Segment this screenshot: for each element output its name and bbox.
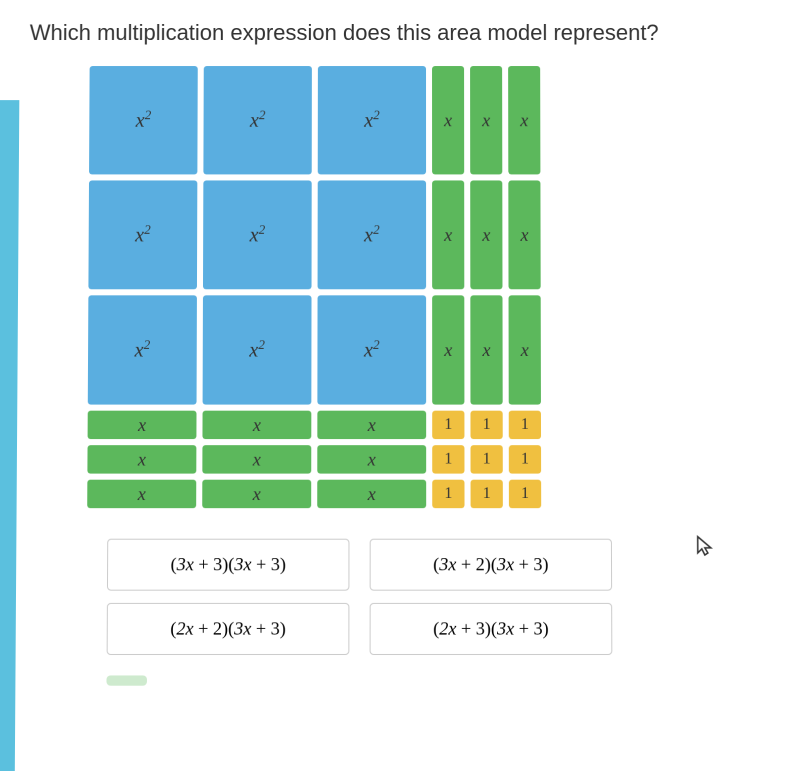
tile-x-vert: x (432, 180, 464, 289)
tile-x-horiz: x (317, 445, 426, 473)
answer-option-2[interactable]: (3x + 2)(3x + 3) (370, 539, 612, 591)
tile-one: 1 (509, 480, 541, 508)
tile-one: 1 (471, 480, 503, 508)
tile-x-vert: x (470, 66, 502, 174)
model-row: x x x 1 1 1 (88, 411, 784, 439)
model-row: x x x 1 1 1 (87, 445, 784, 473)
tile-x-horiz: x (202, 480, 311, 508)
question-text: Which multiplication expression does thi… (30, 20, 782, 46)
answer-option-3[interactable]: (2x + 2)(3x + 3) (107, 603, 350, 655)
tile-x-vert: x (470, 295, 502, 404)
tile-x-vert: x (509, 295, 541, 404)
tile-x-horiz: x (317, 411, 426, 439)
tile-xsq: x2 (88, 180, 197, 289)
submit-button[interactable] (106, 675, 147, 685)
area-model: x2 x2 x2 x x x x2 x2 x2 x x x x2 x2 x2 x… (87, 66, 784, 508)
tile-x-vert: x (432, 295, 464, 404)
model-row: x2 x2 x2 x x x (89, 66, 782, 174)
tile-xsq: x2 (203, 66, 312, 174)
tile-x-vert: x (432, 66, 464, 174)
tile-xsq: x2 (88, 295, 197, 404)
tile-x-vert: x (508, 66, 540, 174)
sidebar-accent (0, 100, 19, 771)
answer-option-4[interactable]: (2x + 3)(3x + 3) (370, 603, 613, 655)
model-row: x2 x2 x2 x x x (88, 295, 784, 404)
tile-x-horiz: x (202, 411, 311, 439)
tile-xsq: x2 (89, 66, 198, 174)
tile-x-vert: x (508, 180, 540, 289)
answer-option-1[interactable]: (3x + 3)(3x + 3) (107, 539, 350, 591)
cursor-icon (696, 535, 714, 564)
model-row: x x x 1 1 1 (87, 480, 784, 508)
tile-xsq: x2 (318, 180, 427, 289)
tile-xsq: x2 (203, 180, 312, 289)
tile-one: 1 (471, 445, 503, 473)
tile-xsq: x2 (203, 295, 312, 404)
tile-xsq: x2 (317, 295, 426, 404)
tile-x-horiz: x (317, 480, 426, 508)
tile-one: 1 (509, 411, 541, 439)
tile-x-horiz: x (202, 445, 311, 473)
tile-one: 1 (432, 411, 464, 439)
tile-x-vert: x (470, 180, 502, 289)
tile-one: 1 (432, 445, 464, 473)
tile-x-horiz: x (87, 480, 196, 508)
tile-xsq: x2 (318, 66, 426, 174)
tile-one: 1 (432, 480, 464, 508)
tile-x-horiz: x (87, 445, 196, 473)
tile-x-horiz: x (88, 411, 197, 439)
model-row: x2 x2 x2 x x x (88, 180, 782, 289)
tile-one: 1 (470, 411, 502, 439)
answer-grid: (3x + 3)(3x + 3) (3x + 2)(3x + 3) (2x + … (107, 539, 786, 655)
tile-one: 1 (509, 445, 541, 473)
